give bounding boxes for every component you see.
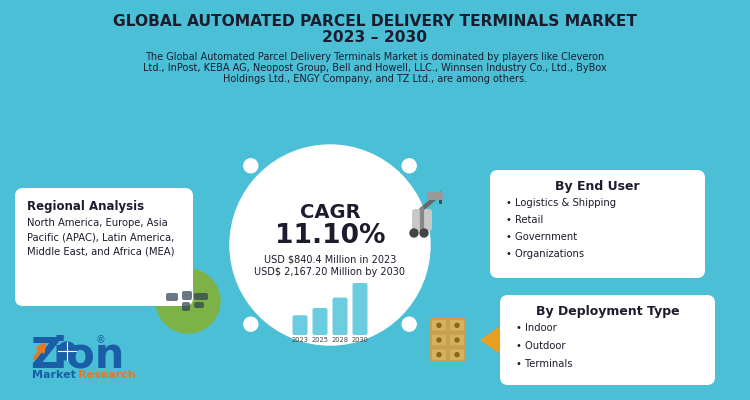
FancyBboxPatch shape bbox=[412, 209, 432, 231]
FancyBboxPatch shape bbox=[450, 320, 464, 331]
FancyBboxPatch shape bbox=[313, 308, 328, 335]
Circle shape bbox=[230, 145, 430, 345]
Text: Ltd., InPost, KEBA AG, Neopost Group, Bell and Howell, LLC., Winnsen Industry Co: Ltd., InPost, KEBA AG, Neopost Group, Be… bbox=[143, 63, 607, 73]
Text: • Organizations: • Organizations bbox=[506, 249, 584, 259]
Circle shape bbox=[455, 338, 459, 342]
Text: • Logistics & Shipping: • Logistics & Shipping bbox=[506, 198, 616, 208]
Circle shape bbox=[410, 229, 418, 237]
Text: • Government: • Government bbox=[506, 232, 578, 242]
FancyBboxPatch shape bbox=[432, 320, 446, 331]
Text: Middle East, and Africa (MEA): Middle East, and Africa (MEA) bbox=[27, 246, 175, 256]
Text: USD$ 2,167.20 Million by 2030: USD$ 2,167.20 Million by 2030 bbox=[254, 267, 406, 277]
Circle shape bbox=[455, 323, 459, 327]
Polygon shape bbox=[480, 326, 500, 354]
FancyBboxPatch shape bbox=[182, 291, 192, 300]
Text: By End User: By End User bbox=[555, 180, 640, 193]
Circle shape bbox=[58, 342, 76, 360]
Text: Pacific (APAC), Latin America,: Pacific (APAC), Latin America, bbox=[27, 232, 174, 242]
FancyBboxPatch shape bbox=[352, 283, 368, 335]
FancyBboxPatch shape bbox=[430, 318, 466, 362]
FancyBboxPatch shape bbox=[427, 192, 443, 200]
FancyBboxPatch shape bbox=[432, 349, 446, 360]
Text: USD $840.4 Million in 2023: USD $840.4 Million in 2023 bbox=[264, 255, 396, 265]
FancyBboxPatch shape bbox=[166, 293, 178, 301]
FancyBboxPatch shape bbox=[490, 170, 705, 278]
Text: • Retail: • Retail bbox=[506, 215, 543, 225]
Text: The Global Automated Parcel Delivery Terminals Market is dominated by players li: The Global Automated Parcel Delivery Ter… bbox=[146, 52, 604, 62]
Circle shape bbox=[156, 269, 220, 333]
FancyBboxPatch shape bbox=[432, 335, 446, 345]
Text: • Terminals: • Terminals bbox=[516, 359, 572, 369]
Circle shape bbox=[437, 353, 441, 357]
Circle shape bbox=[437, 323, 441, 327]
Text: ion: ion bbox=[52, 335, 124, 377]
Text: 2025: 2025 bbox=[311, 337, 328, 343]
Text: By Deployment Type: By Deployment Type bbox=[536, 305, 680, 318]
Text: 2023: 2023 bbox=[292, 337, 308, 343]
Text: Regional Analysis: Regional Analysis bbox=[27, 200, 144, 213]
Circle shape bbox=[244, 317, 258, 331]
Text: ®: ® bbox=[96, 335, 106, 345]
FancyBboxPatch shape bbox=[500, 295, 715, 385]
Polygon shape bbox=[470, 209, 490, 239]
Text: 2023 – 2030: 2023 – 2030 bbox=[322, 30, 428, 45]
Circle shape bbox=[244, 159, 258, 173]
Text: • Outdoor: • Outdoor bbox=[516, 341, 566, 351]
Text: Holdings Ltd., ENGY Company, and TZ Ltd., are among others.: Holdings Ltd., ENGY Company, and TZ Ltd.… bbox=[223, 74, 527, 84]
Text: Z: Z bbox=[30, 335, 60, 377]
Text: GLOBAL AUTOMATED PARCEL DELIVERY TERMINALS MARKET: GLOBAL AUTOMATED PARCEL DELIVERY TERMINA… bbox=[113, 14, 637, 29]
FancyBboxPatch shape bbox=[15, 188, 193, 306]
Text: North America, Europe, Asia: North America, Europe, Asia bbox=[27, 218, 168, 228]
Circle shape bbox=[420, 229, 428, 237]
Text: CAGR: CAGR bbox=[300, 203, 360, 222]
Text: Research: Research bbox=[78, 370, 136, 380]
FancyBboxPatch shape bbox=[450, 335, 464, 345]
Text: • Indoor: • Indoor bbox=[516, 323, 556, 333]
Circle shape bbox=[455, 353, 459, 357]
FancyBboxPatch shape bbox=[450, 349, 464, 360]
Circle shape bbox=[437, 338, 441, 342]
Text: 2028: 2028 bbox=[332, 337, 349, 343]
Text: 2030: 2030 bbox=[352, 337, 368, 343]
FancyBboxPatch shape bbox=[182, 302, 190, 311]
FancyBboxPatch shape bbox=[332, 298, 347, 335]
FancyBboxPatch shape bbox=[194, 302, 204, 308]
Circle shape bbox=[402, 317, 416, 331]
Circle shape bbox=[402, 159, 416, 173]
Text: Market: Market bbox=[32, 370, 76, 380]
Text: 11.10%: 11.10% bbox=[274, 223, 386, 249]
FancyBboxPatch shape bbox=[194, 293, 208, 300]
FancyBboxPatch shape bbox=[292, 315, 308, 335]
